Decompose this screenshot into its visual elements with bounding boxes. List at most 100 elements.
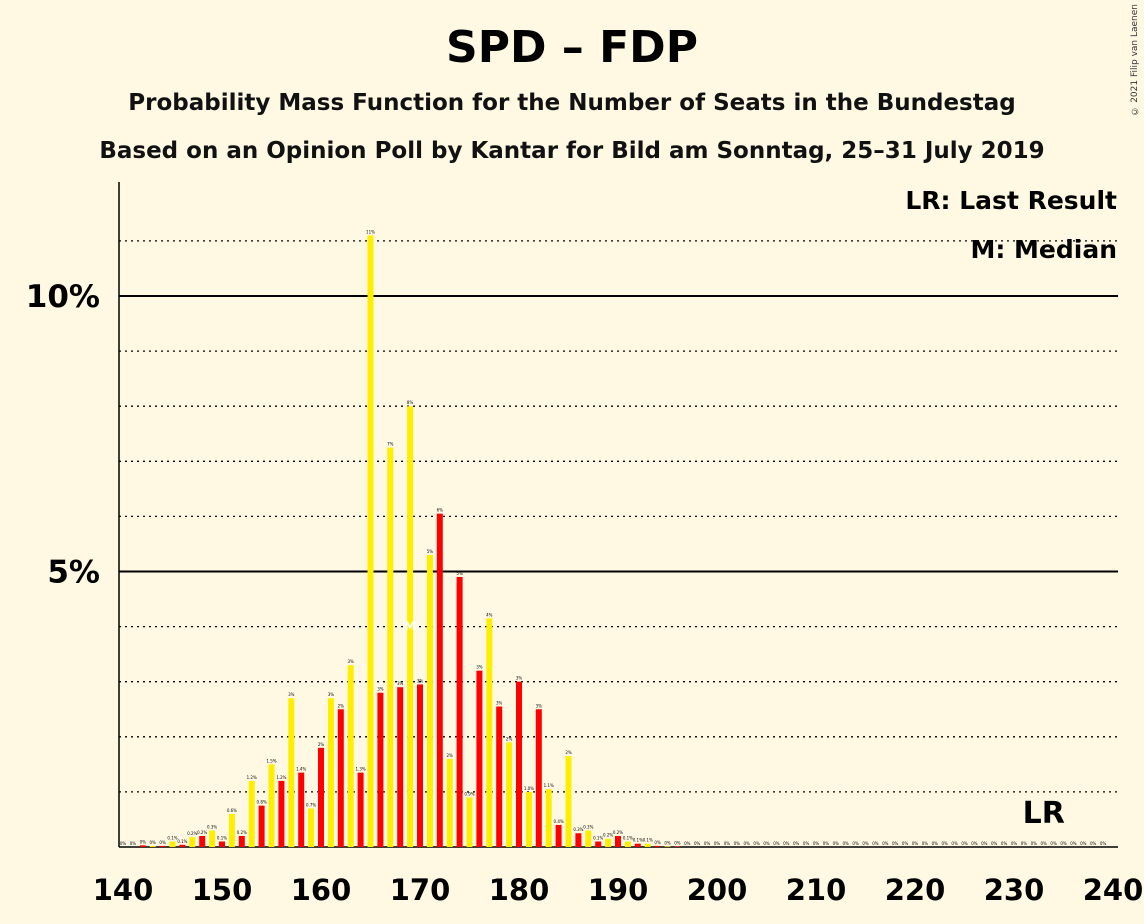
bar-seat-145 <box>169 841 176 847</box>
bar-label-225: 0% <box>961 841 968 846</box>
bar-label-163: 3% <box>348 659 355 664</box>
bar-seat-190 <box>615 835 621 847</box>
bar-seat-165 <box>367 235 374 847</box>
bar-seat-150 <box>219 841 225 847</box>
bar-label-206: 0% <box>773 841 780 846</box>
bar-label-207: 0% <box>783 841 790 846</box>
bar-label-186: 0.3% <box>573 827 583 832</box>
bar-seat-170 <box>417 684 423 847</box>
bar-label-144: 0% <box>159 840 166 845</box>
bar-seat-193 <box>644 843 651 847</box>
bar-label-178: 3% <box>496 700 503 705</box>
last-result-marker: LR <box>1023 796 1065 831</box>
bar-label-169: 8% <box>407 400 414 405</box>
bar-seat-180 <box>516 681 522 847</box>
bar-seat-163 <box>347 665 354 847</box>
bar-seat-167 <box>387 447 394 847</box>
bar-seat-158 <box>298 772 305 847</box>
bar-seat-189 <box>605 838 612 847</box>
bar-seat-192 <box>634 843 641 847</box>
bar-series <box>139 235 681 847</box>
bar-label-174: 5% <box>456 571 463 576</box>
bar-seat-194 <box>654 845 661 847</box>
bar-seat-154 <box>258 805 265 847</box>
bar-seat-185 <box>565 756 572 847</box>
x-tick-160: 160 <box>291 873 352 907</box>
bar-label-214: 0% <box>852 841 859 846</box>
bar-label-223: 0% <box>942 841 949 846</box>
bar-label-149: 0.3% <box>207 824 217 829</box>
bar-seat-144 <box>159 845 166 847</box>
bar-label-180: 3% <box>516 676 523 681</box>
bar-seat-191 <box>624 841 631 847</box>
bar-seat-142 <box>139 845 146 847</box>
bar-label-183: 1.1% <box>544 783 554 788</box>
bar-label-173: 2% <box>447 753 454 758</box>
bar-seat-149 <box>209 830 216 847</box>
bar-label-177: 4% <box>486 612 493 617</box>
bar-label-215: 0% <box>862 841 869 846</box>
bar-label-222: 0% <box>932 841 939 846</box>
bar-label-168: 3% <box>397 681 404 686</box>
bar-seat-187 <box>585 830 592 847</box>
bar-label-234: 0% <box>1050 841 1057 846</box>
bar-seat-162 <box>337 709 344 847</box>
bar-label-179: 2% <box>506 736 513 741</box>
bar-seat-155 <box>268 764 275 847</box>
bar-label-188: 0.1% <box>593 835 603 840</box>
bar-label-238: 0% <box>1090 841 1097 846</box>
chart-subtitle: Probability Mass Function for the Number… <box>128 90 1016 116</box>
bar-seat-143 <box>149 845 156 847</box>
bar-label-155: 1.5% <box>266 758 276 763</box>
x-tick-240: 240 <box>1083 873 1144 907</box>
x-tick-180: 180 <box>489 873 550 907</box>
bar-seat-169 <box>407 406 414 847</box>
bar-label-235: 0% <box>1060 841 1067 846</box>
bar-label-154: 0.8% <box>257 800 267 805</box>
bar-seat-146 <box>179 844 186 847</box>
bar-label-228: 0% <box>991 841 998 846</box>
bar-label-148: 0.2% <box>197 830 207 835</box>
bar-label-162: 2% <box>338 703 345 708</box>
bar-label-166: 3% <box>377 687 384 692</box>
bar-label-191: 0.1% <box>623 835 633 840</box>
bar-label-230: 0% <box>1011 841 1018 846</box>
bar-label-210: 0% <box>813 841 820 846</box>
bar-seat-195 <box>664 846 671 847</box>
bar-label-185: 2% <box>565 750 572 755</box>
bar-label-147: 0.2% <box>187 831 197 836</box>
bar-seat-176 <box>476 670 483 847</box>
bar-seat-166 <box>377 692 384 847</box>
bar-label-203: 0% <box>744 841 751 846</box>
bar-seat-171 <box>426 554 433 847</box>
bar-label-233: 0% <box>1041 841 1048 846</box>
bar-label-237: 0% <box>1080 841 1087 846</box>
x-tick-200: 200 <box>687 873 748 907</box>
bar-seat-153 <box>248 780 255 847</box>
bar-label-167: 7% <box>387 442 394 447</box>
bar-seat-172 <box>436 513 443 847</box>
y-tick-5: 5% <box>47 555 100 591</box>
bar-label-146: 0.1% <box>177 839 187 844</box>
markers: M LR <box>404 620 1065 831</box>
bar-seat-196 <box>674 846 681 847</box>
bar-label-165: 11% <box>366 229 375 234</box>
bar-seat-156 <box>278 780 285 847</box>
bar-seat-183 <box>545 789 552 847</box>
bar-label-152: 0.2% <box>237 830 247 835</box>
bar-label-212: 0% <box>833 841 840 846</box>
bar-label-172: 6% <box>437 508 444 513</box>
bar-seat-148 <box>199 835 206 847</box>
bar-seat-179 <box>506 742 513 847</box>
bar-seat-186 <box>575 833 582 847</box>
bar-label-232: 0% <box>1031 841 1038 846</box>
bar-label-204: 0% <box>753 841 760 846</box>
bar-label-229: 0% <box>1001 841 1008 846</box>
bar-label-196: 0% <box>674 840 681 845</box>
chart-source: Based on an Opinion Poll by Kantar for B… <box>99 138 1045 164</box>
bar-seat-152 <box>238 835 245 847</box>
bar-label-224: 0% <box>951 841 958 846</box>
bar-label-141: 0% <box>130 841 137 846</box>
bar-label-156: 1.2% <box>276 775 286 780</box>
bar-seat-184 <box>555 824 562 847</box>
